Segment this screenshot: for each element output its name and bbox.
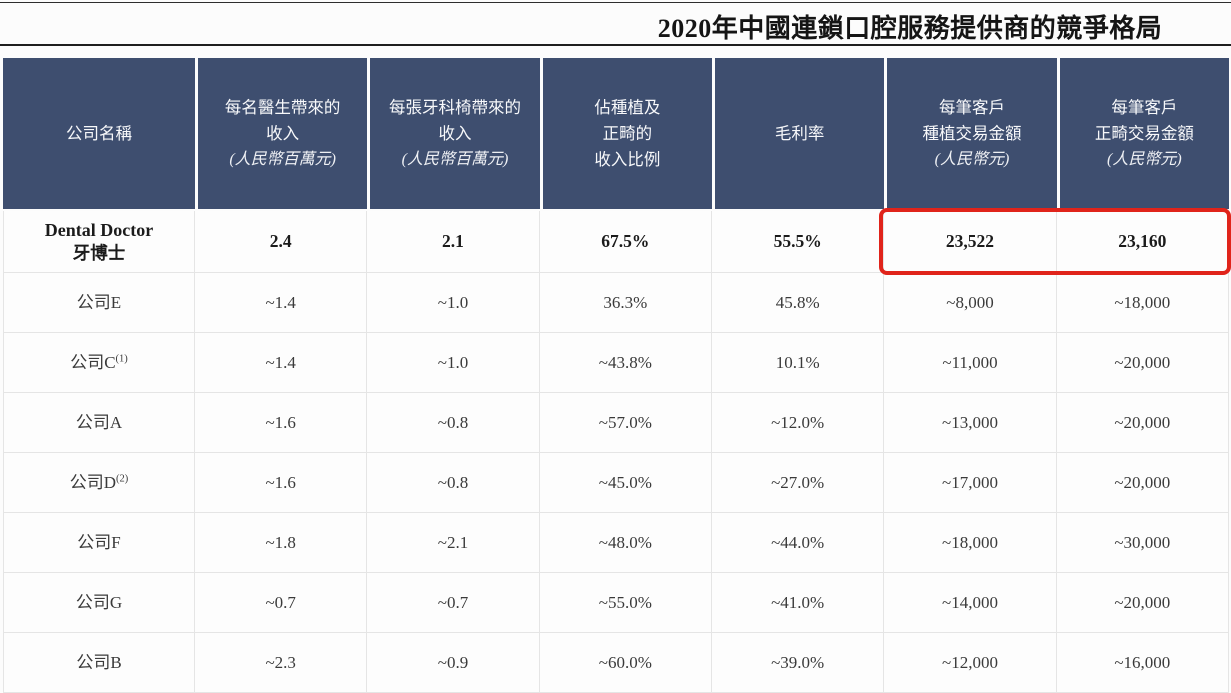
value-cell: 10.1% [711,333,885,393]
value-cell: ~2.3 [195,633,368,693]
value-cell: ~1.8 [195,513,368,573]
top-rule [0,2,1231,3]
table-row-dental-doctor: Dental Doctor 牙博士 2.4 2.1 67.5% 55.5% 23… [4,208,1231,275]
value-cell: ~8,000 [884,273,1057,333]
value-cell: ~20,000 [1056,573,1229,633]
column-header-implant-orthodontic-revenue-share: 佔種植及 正畸的 收入比例 [539,58,712,209]
column-header-orthodontic-transaction-value: 每筆客戶 正畸交易金額 (人民幣元) [1056,58,1229,209]
table-row-company-d: 公司D(2) ~1.6 ~0.8 ~45.0% ~27.0% ~17,000 ~… [4,453,1229,513]
column-header-revenue-per-dental-chair: 每張牙科椅帶來的 收入 (人民幣百萬元) [367,58,540,209]
value-cell: ~0.7 [195,573,368,633]
value-cell: ~0.8 [367,453,540,513]
value-cell: ~12,000 [884,633,1057,693]
value-cell: ~16,000 [1056,633,1229,693]
value-cell: 55.5% [711,211,885,273]
table-body: Dental Doctor 牙博士 2.4 2.1 67.5% 55.5% 23… [3,208,1231,693]
value-cell: ~27.0% [711,453,885,513]
company-name-cell: 公司C(1) [4,333,195,393]
value-cell: ~18,000 [884,513,1057,573]
value-cell: 36.3% [539,273,712,333]
value-cell: ~57.0% [539,393,712,453]
value-cell: ~48.0% [539,513,712,573]
value-cell: ~0.9 [367,633,540,693]
value-cell: ~12.0% [711,393,885,453]
table-row-company-e: 公司E ~1.4 ~1.0 36.3% 45.8% ~8,000 ~18,000 [4,273,1229,333]
value-cell: ~20,000 [1056,393,1229,453]
value-cell: ~30,000 [1056,513,1229,573]
value-cell-highlighted: 23,522 [884,211,1057,273]
value-cell: ~60.0% [539,633,712,693]
value-cell: ~2.1 [367,513,540,573]
value-cell: ~45.0% [539,453,712,513]
value-cell: ~1.0 [367,273,540,333]
table-row-company-g: 公司G ~0.7 ~0.7 ~55.0% ~41.0% ~14,000 ~20,… [4,573,1229,633]
value-cell: ~44.0% [711,513,885,573]
value-cell: ~17,000 [884,453,1057,513]
table-row-company-c: 公司C(1) ~1.4 ~1.0 ~43.8% 10.1% ~11,000 ~2… [4,333,1229,393]
value-cell: 67.5% [539,211,712,273]
column-header-gross-margin: 毛利率 [711,58,885,209]
competitive-landscape-table: 公司名稱 每名醫生帶來的 收入 (人民幣百萬元) 每張牙科椅帶來的 收入 (人民… [3,58,1231,693]
company-name-cell: 公司B [4,633,195,693]
value-cell: ~20,000 [1056,333,1229,393]
value-cell: ~14,000 [884,573,1057,633]
table-row-company-a: 公司A ~1.6 ~0.8 ~57.0% ~12.0% ~13,000 ~20,… [4,393,1229,453]
title-underline-rule [0,44,1231,46]
footnote-marker: (1) [115,353,128,365]
company-name-cell: 公司F [4,513,195,573]
value-cell: ~39.0% [711,633,885,693]
table-row-company-b: 公司B ~2.3 ~0.9 ~60.0% ~39.0% ~12,000 ~16,… [4,633,1229,693]
value-cell: ~1.6 [195,393,368,453]
value-cell: ~55.0% [539,573,712,633]
value-cell: ~0.7 [367,573,540,633]
value-cell: ~1.4 [195,273,368,333]
company-name-cell: 公司E [4,273,195,333]
page-title: 2020年中國連鎖口腔服務提供商的競爭格局 [657,14,1163,43]
column-header-revenue-per-dentist: 每名醫生帶來的 收入 (人民幣百萬元) [195,58,368,209]
company-name-cell: Dental Doctor 牙博士 [4,211,195,273]
value-cell: ~1.0 [367,333,540,393]
table-header-row: 公司名稱 每名醫生帶來的 收入 (人民幣百萬元) 每張牙科椅帶來的 收入 (人民… [3,58,1229,209]
value-cell: ~18,000 [1056,273,1229,333]
company-name-cell: 公司D(2) [4,453,195,513]
value-cell: 45.8% [711,273,885,333]
value-cell: 2.1 [367,211,540,273]
value-cell: ~1.6 [195,453,368,513]
company-name-cell: 公司G [4,573,195,633]
value-cell: ~1.4 [195,333,368,393]
column-header-company-name: 公司名稱 [3,58,195,209]
value-cell: ~0.8 [367,393,540,453]
column-header-implant-transaction-value: 每筆客戶 種植交易金額 (人民幣元) [884,58,1057,209]
value-cell: ~13,000 [884,393,1057,453]
table-row-company-f: 公司F ~1.8 ~2.1 ~48.0% ~44.0% ~18,000 ~30,… [4,513,1229,573]
value-cell: ~41.0% [711,573,885,633]
value-cell: 2.4 [195,211,368,273]
value-cell-highlighted: 23,160 [1056,211,1229,273]
footnote-marker: (2) [116,473,129,485]
company-name-cell: 公司A [4,393,195,453]
value-cell: ~11,000 [884,333,1057,393]
value-cell: ~20,000 [1056,453,1229,513]
value-cell: ~43.8% [539,333,712,393]
